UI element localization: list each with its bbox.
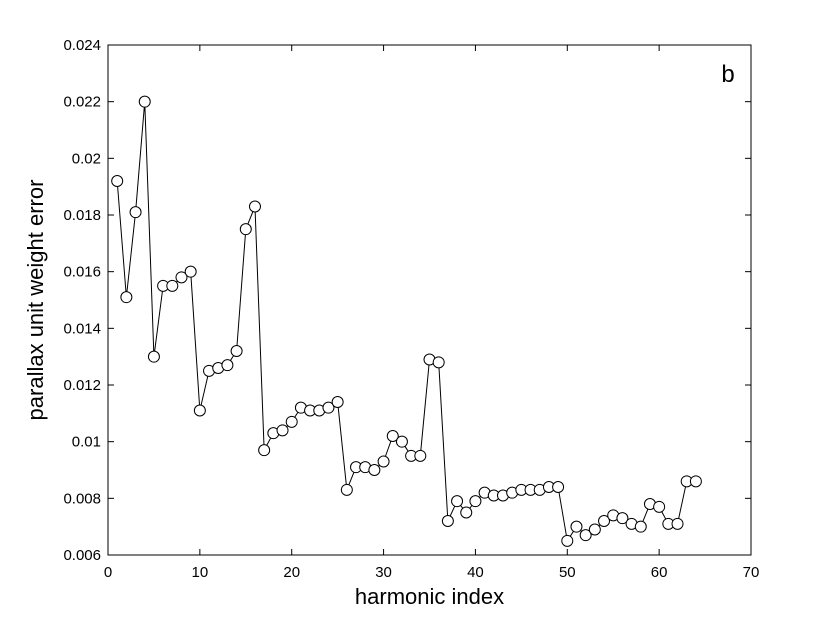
data-point <box>552 481 565 493</box>
data-point <box>588 523 601 536</box>
x-tick-label: 40 <box>467 564 484 581</box>
data-point <box>634 520 647 533</box>
x-tick-label: 70 <box>743 564 760 581</box>
data-point <box>616 512 629 525</box>
data-point <box>120 291 133 304</box>
x-tick-label: 10 <box>192 564 209 581</box>
panel-label: b <box>721 61 734 88</box>
data-point <box>147 350 160 363</box>
data-point <box>175 271 188 284</box>
data-point <box>570 520 583 533</box>
y-tick-label: 0.014 <box>63 320 101 337</box>
data-point <box>579 529 592 542</box>
y-tick-label: 0.006 <box>63 547 101 564</box>
x-axis-title: harmonic index <box>355 584 504 609</box>
y-tick-label: 0.012 <box>63 377 101 394</box>
y-tick-labels: 0.006 0.008 0.01 0.012 0.014 0.016 0.018 0.02 0.… <box>63 37 101 564</box>
x-tick-label: 0 <box>104 564 112 581</box>
data-point <box>653 500 666 513</box>
data-point <box>689 475 702 488</box>
data-point <box>285 415 298 428</box>
data-point <box>561 534 574 547</box>
data-point <box>368 464 381 476</box>
y-tick-label: 0.018 <box>63 207 101 224</box>
y-tick-label: 0.022 <box>63 94 101 111</box>
data-point <box>239 223 252 236</box>
data-point <box>230 345 243 357</box>
y-tick-label: 0.016 <box>63 264 101 281</box>
data-point <box>138 95 151 108</box>
data-point <box>166 279 179 292</box>
data-point <box>395 435 408 448</box>
data-point <box>193 404 206 417</box>
x-tick-labels: 0 10 20 30 40 50 60 70 <box>104 564 760 581</box>
y-tick-label: 0.008 <box>63 490 101 507</box>
data-point <box>331 396 344 408</box>
series-line <box>116 101 696 543</box>
axis-ticks <box>107 44 752 556</box>
plot-frame <box>107 44 752 556</box>
data-point <box>469 495 482 508</box>
data-point <box>386 430 399 442</box>
data-point <box>414 449 427 462</box>
y-tick-label: 0.01 <box>72 434 101 451</box>
data-point <box>184 265 197 278</box>
data-point <box>258 444 271 457</box>
data-point <box>598 515 611 527</box>
data-points <box>111 95 702 547</box>
x-tick-label: 30 <box>375 564 392 581</box>
data-point <box>451 495 464 508</box>
data-point <box>340 483 353 496</box>
data-point <box>432 356 445 369</box>
data-point <box>460 506 473 519</box>
x-tick-label: 60 <box>651 564 668 581</box>
data-point <box>377 455 390 468</box>
x-tick-label: 50 <box>559 564 576 581</box>
data-point <box>276 424 289 437</box>
data-point <box>248 200 261 213</box>
data-point <box>111 175 124 187</box>
data-point <box>322 401 335 414</box>
data-point <box>671 517 684 530</box>
y-tick-label: 0.024 <box>63 37 101 54</box>
data-point <box>129 206 142 219</box>
y-tick-label: 0.02 <box>72 150 101 167</box>
data-point <box>441 515 454 527</box>
y-axis-title: parallax unit weight error <box>23 180 48 421</box>
data-point <box>221 359 234 372</box>
x-tick-label: 20 <box>283 564 300 581</box>
